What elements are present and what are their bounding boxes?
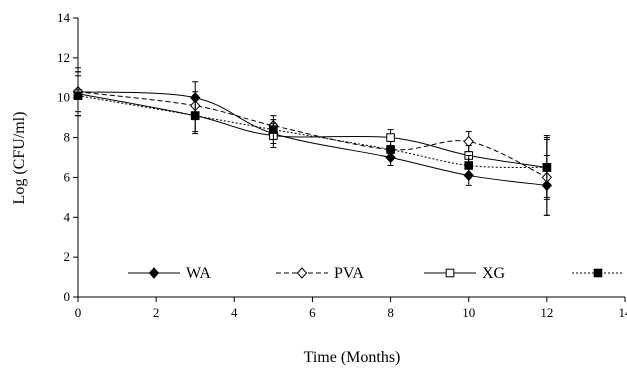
x-tick-label: 12 bbox=[540, 305, 553, 320]
legend-item-pva: PVA bbox=[276, 265, 364, 282]
legend-marker bbox=[593, 268, 603, 278]
legend-marker bbox=[148, 267, 160, 279]
axes: 0 2 4 6 8 10 12 14 0 2 4 6 8 10 12 14 bbox=[57, 10, 627, 320]
legend-marker bbox=[445, 268, 455, 278]
x-tick-label: 4 bbox=[231, 305, 238, 320]
legend-label: PVA bbox=[334, 265, 364, 282]
legend-item-xg: XG bbox=[424, 265, 506, 282]
data-point bbox=[73, 91, 83, 101]
data-point bbox=[386, 145, 395, 154]
x-tick-label: 0 bbox=[75, 305, 82, 320]
x-tick-label: 2 bbox=[153, 305, 160, 320]
legend-label: XG bbox=[482, 265, 506, 282]
series-line bbox=[77, 93, 547, 168]
x-axis-title: Time (Months) bbox=[304, 349, 401, 366]
y-axis-title: Log (CFU/ml) bbox=[11, 112, 28, 205]
series-gel bbox=[73, 75, 552, 198]
data-point bbox=[464, 161, 474, 170]
series-line bbox=[77, 91, 548, 178]
series-line bbox=[77, 91, 547, 186]
legend-item-wa: WA bbox=[128, 265, 211, 282]
data-point bbox=[386, 133, 395, 142]
data-point bbox=[190, 111, 200, 120]
y-tick-label: 2 bbox=[64, 249, 71, 264]
legend-item-gel: Gel bbox=[572, 268, 624, 278]
y-tick-label: 12 bbox=[57, 50, 70, 65]
x-tick-label: 6 bbox=[309, 305, 316, 320]
legend: WA PVA XG Gel bbox=[128, 265, 624, 282]
y-tick-label: 14 bbox=[57, 10, 71, 25]
x-tick-label: 10 bbox=[462, 305, 475, 320]
series-layer bbox=[72, 67, 553, 216]
y-tick-label: 0 bbox=[64, 289, 71, 304]
series-xg bbox=[73, 71, 552, 200]
data-point bbox=[269, 125, 278, 134]
legend-marker bbox=[296, 267, 308, 279]
x-tick-label: 8 bbox=[387, 305, 394, 320]
y-tick-label: 4 bbox=[64, 209, 71, 224]
y-tick-label: 8 bbox=[64, 130, 71, 145]
y-tick-label: 6 bbox=[64, 169, 71, 184]
y-tick-label: 10 bbox=[57, 90, 70, 105]
x-tick-label: 14 bbox=[619, 305, 627, 320]
series-wa bbox=[72, 67, 553, 216]
data-point bbox=[542, 163, 552, 172]
legend-label: WA bbox=[186, 265, 211, 282]
